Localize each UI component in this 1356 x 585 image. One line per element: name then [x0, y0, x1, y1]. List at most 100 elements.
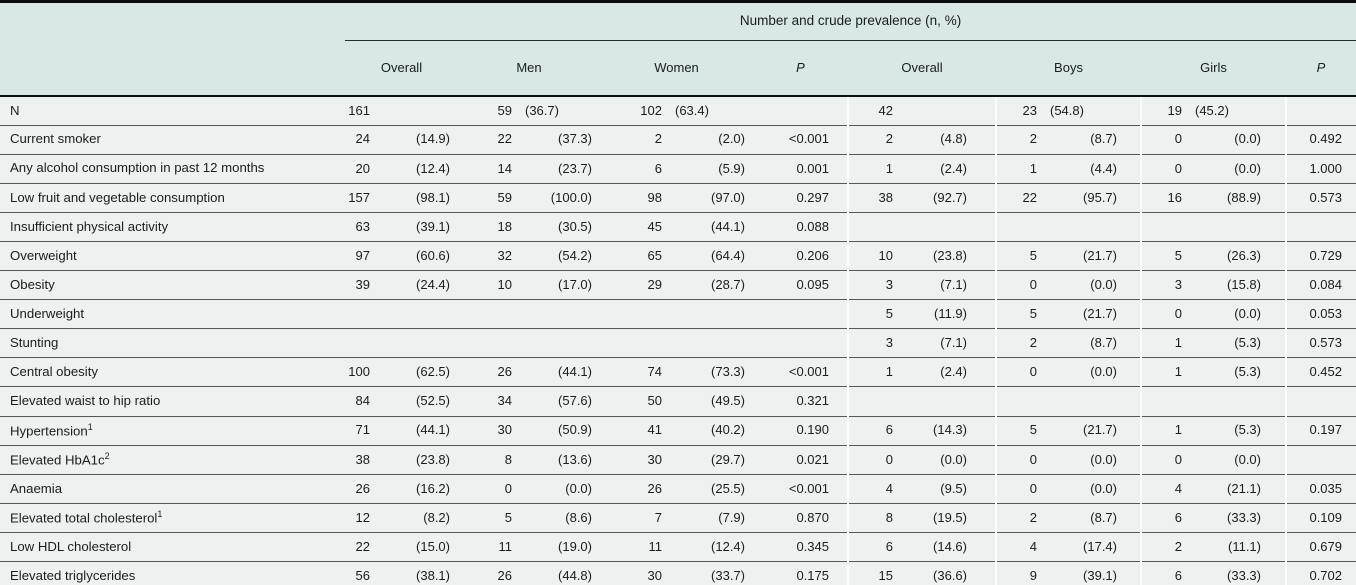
- value-cell: (39.1): [378, 212, 458, 242]
- value-cell: 11: [600, 532, 670, 563]
- value-cell: (2.4): [901, 154, 996, 184]
- value-cell: (14.9): [378, 125, 458, 155]
- value-cell: [345, 328, 378, 359]
- value-cell: 0.175: [753, 561, 848, 585]
- table-row: Central obesity 100 (62.5) 26 (44.1) 74 (73.3)…: [0, 357, 1356, 388]
- value-cell: 5: [1140, 241, 1190, 272]
- value-cell: 23: [995, 96, 1045, 126]
- col-head-overall-adults: Overall: [345, 40, 458, 97]
- value-cell: 42: [847, 96, 901, 126]
- value-cell: (9.5): [901, 474, 996, 504]
- value-cell: (21.1): [1190, 474, 1286, 504]
- value-cell: (17.4): [1045, 532, 1141, 563]
- value-cell: 2: [600, 125, 670, 155]
- value-cell: 71: [345, 416, 378, 446]
- value-cell: 6: [600, 154, 670, 184]
- value-cell: (8.6): [520, 503, 600, 533]
- value-cell: 4: [847, 474, 901, 504]
- value-cell: [600, 299, 670, 330]
- value-cell: 98: [600, 183, 670, 213]
- value-cell: (0.0): [1190, 299, 1286, 330]
- value-cell: (98.1): [378, 183, 458, 213]
- value-cell: 26: [345, 474, 378, 504]
- row-label: Underweight: [0, 299, 345, 330]
- table-row: Low fruit and vegetable consumption 157 (9…: [0, 183, 1356, 213]
- col-head-men: Men: [458, 40, 600, 97]
- value-cell: 1.000: [1284, 154, 1356, 184]
- value-cell: (95.7): [1045, 183, 1141, 213]
- value-cell: 3: [847, 270, 901, 301]
- row-label: Low HDL cholesterol: [0, 532, 345, 563]
- table-row: N 161 59 (36.7) 102 (63.4) 42 23 (54.8) 19 (45.2): [0, 96, 1356, 126]
- value-cell: 0.729: [1284, 241, 1356, 272]
- value-cell: 4: [1140, 474, 1190, 504]
- table-row: Elevated HbA1c2 38 (23.8) 8 (13.6) 30 (29.7) 0.…: [0, 445, 1356, 475]
- value-cell: (0.0): [901, 445, 996, 475]
- value-cell: 0.088: [753, 212, 848, 242]
- value-cell: (57.6): [520, 386, 600, 417]
- value-cell: (16.2): [378, 474, 458, 504]
- value-cell: [753, 328, 848, 359]
- value-cell: 19: [1140, 96, 1190, 126]
- value-cell: [378, 96, 458, 126]
- value-cell: 0.321: [753, 386, 848, 417]
- col-head-overall-children: Overall: [848, 40, 996, 97]
- value-cell: [378, 299, 458, 330]
- row-label: Elevated waist to hip ratio: [0, 386, 345, 417]
- prevalence-table: Number and crude prevalence (n, %) Overa…: [0, 3, 1356, 585]
- row-label: Current smoker: [0, 125, 345, 155]
- value-cell: [1140, 212, 1190, 242]
- value-cell: (4.8): [901, 125, 996, 155]
- value-cell: 59: [458, 183, 520, 213]
- row-label: Elevated HbA1c2: [0, 445, 345, 475]
- value-cell: (5.9): [670, 154, 753, 184]
- value-cell: [847, 212, 901, 242]
- value-cell: (33.7): [670, 561, 753, 585]
- value-cell: (8.7): [1045, 503, 1141, 533]
- value-cell: (24.4): [378, 270, 458, 301]
- value-cell: 0.573: [1284, 183, 1356, 213]
- value-cell: (26.3): [1190, 241, 1286, 272]
- value-cell: <0.001: [753, 357, 848, 388]
- value-cell: (15.0): [378, 532, 458, 563]
- value-cell: 0.870: [753, 503, 848, 533]
- column-header-row: Overall Men Women P Overall Boys Girls P: [0, 40, 1356, 97]
- value-cell: 50: [600, 386, 670, 417]
- value-cell: 8: [847, 503, 901, 533]
- value-cell: 0.053: [1284, 299, 1356, 330]
- value-cell: [670, 299, 753, 330]
- value-cell: 0.206: [753, 241, 848, 272]
- value-cell: (2.0): [670, 125, 753, 155]
- value-cell: 1: [1140, 416, 1190, 446]
- value-cell: 32: [458, 241, 520, 272]
- row-label: Overweight: [0, 241, 345, 272]
- value-cell: (44.1): [378, 416, 458, 446]
- value-cell: (97.0): [670, 183, 753, 213]
- value-cell: (0.0): [520, 474, 600, 504]
- value-cell: (62.5): [378, 357, 458, 388]
- value-cell: (21.7): [1045, 299, 1141, 330]
- value-cell: 59: [458, 96, 520, 126]
- value-cell: [1045, 212, 1141, 242]
- value-cell: (8.2): [378, 503, 458, 533]
- value-cell: 74: [600, 357, 670, 388]
- value-cell: 0.679: [1284, 532, 1356, 563]
- value-cell: (50.9): [520, 416, 600, 446]
- value-cell: (29.7): [670, 445, 753, 475]
- value-cell: 161: [345, 96, 378, 126]
- value-cell: [753, 299, 848, 330]
- value-cell: (0.0): [1045, 270, 1141, 301]
- value-cell: [1140, 386, 1190, 417]
- value-cell: (8.7): [1045, 125, 1141, 155]
- row-label: Low fruit and vegetable consumption: [0, 183, 345, 213]
- table-row: Current smoker 24 (14.9) 22 (37.3) 2 (2.0) <0.0…: [0, 125, 1356, 155]
- value-cell: 41: [600, 416, 670, 446]
- table-row: Underweight 5 (11.9) 5 (21.7) 0 (0.0) 0.053: [0, 299, 1356, 330]
- value-cell: (19.5): [901, 503, 996, 533]
- value-cell: 5: [458, 503, 520, 533]
- value-cell: 1: [995, 154, 1045, 184]
- value-cell: 2: [995, 328, 1045, 359]
- value-cell: 38: [847, 183, 901, 213]
- value-cell: 0.095: [753, 270, 848, 301]
- value-cell: 0: [995, 445, 1045, 475]
